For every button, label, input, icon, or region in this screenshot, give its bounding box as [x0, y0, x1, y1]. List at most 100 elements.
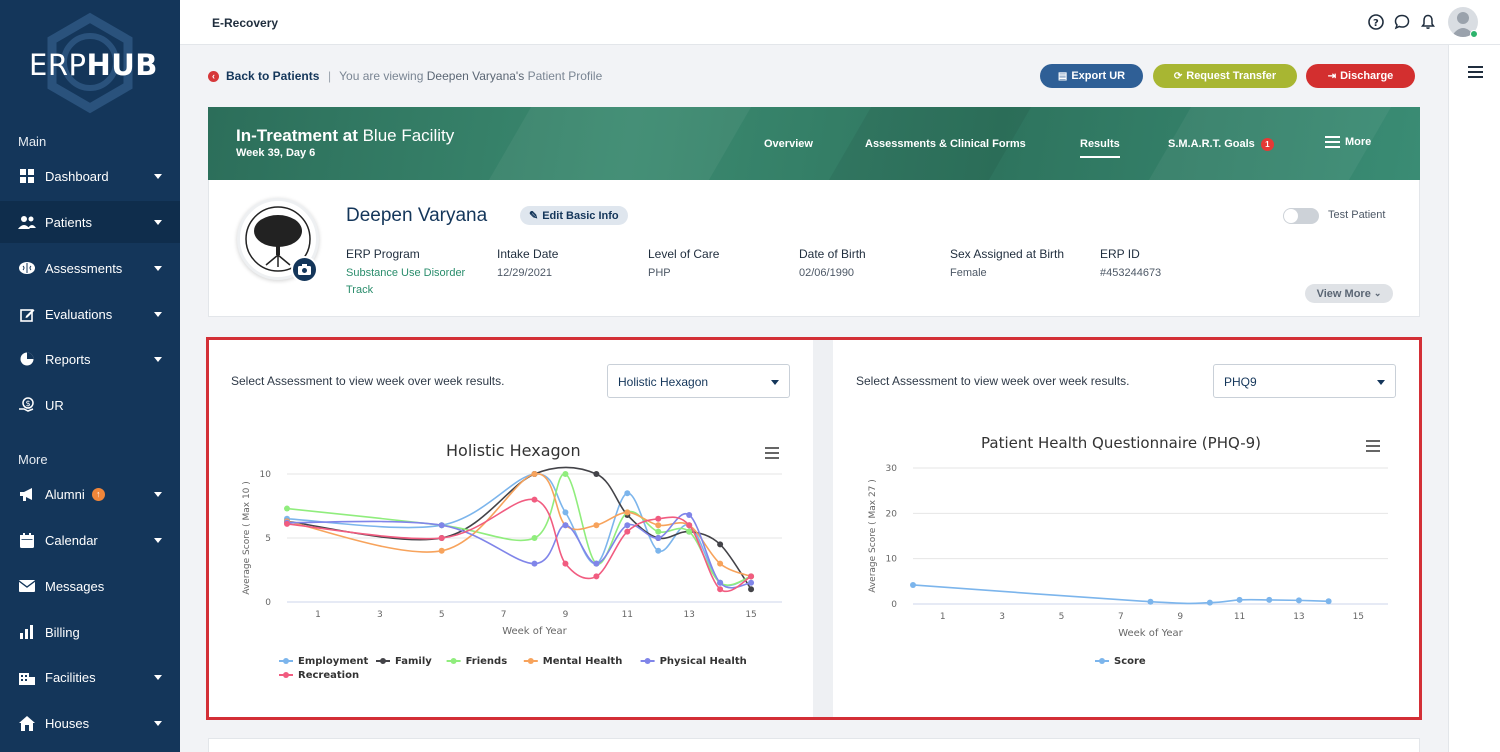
data-point-score: [1147, 598, 1154, 605]
sidebar-item-alumni[interactable]: Alumni ↑: [0, 473, 180, 515]
patient-profile-card: Deepen Varyana ✎ Edit Basic Info Test Pat…: [208, 180, 1420, 317]
y-tick-label: 0: [265, 598, 271, 608]
request-transfer-button[interactable]: ⟳ Request Transfer: [1153, 64, 1297, 88]
legend-label: Friends: [466, 656, 508, 667]
camera-icon[interactable]: [291, 256, 318, 283]
sidebar-item-ur[interactable]: $ UR: [0, 384, 180, 426]
chart-menu-icon[interactable]: [1366, 440, 1380, 455]
tab-smart-goals-label: S.M.A.R.T. Goals: [1168, 138, 1255, 150]
user-avatar[interactable]: [1448, 7, 1478, 37]
data-point-mental-health: [717, 560, 724, 567]
data-point-employment: [655, 547, 662, 554]
sidebar-item-dashboard[interactable]: Dashboard: [0, 155, 180, 197]
data-point-friends: [655, 528, 662, 535]
goals-count-badge: 1: [1260, 138, 1274, 151]
x-tick-label: 9: [563, 610, 569, 620]
menu-icon[interactable]: [1468, 66, 1483, 81]
edit-basic-info-label: Edit Basic Info: [542, 209, 619, 222]
top-bar: E-Recovery ?: [180, 0, 1500, 45]
data-point-employment: [562, 509, 569, 516]
data-point-score: [1295, 597, 1302, 604]
calendar-icon: [18, 532, 36, 548]
assessment-select-right[interactable]: PHQ9: [1213, 364, 1396, 398]
data-point-employment: [624, 490, 631, 497]
data-point-family: [717, 541, 724, 548]
sidebar-item-billing[interactable]: Billing: [0, 611, 180, 653]
edit-icon: ✎: [529, 210, 539, 222]
phq9-panel: Select Assessment to view week over week…: [833, 340, 1419, 717]
logo[interactable]: ERPHUB: [0, 0, 180, 120]
x-tick-label: 3: [999, 612, 1005, 622]
data-point-physical-health: [562, 522, 569, 529]
envelope-icon: [18, 578, 36, 594]
breadcrumb-suffix: Patient Profile: [527, 69, 603, 83]
nav-section-more: More: [18, 452, 48, 467]
data-point-score: [1266, 596, 1273, 603]
back-to-patients-link[interactable]: ‹ Back to Patients: [208, 69, 319, 83]
tab-assessments-clinical-forms[interactable]: Assessments & Clinical Forms: [865, 138, 1026, 150]
sidebar-item-evaluations[interactable]: Evaluations: [0, 293, 180, 335]
sidebar-item-calendar[interactable]: Calendar: [0, 519, 180, 561]
data-point-recreation: [686, 522, 693, 529]
x-axis-label: Week of Year: [1118, 628, 1183, 639]
menu-icon: [1325, 136, 1340, 148]
help-icon[interactable]: ?: [1367, 13, 1385, 31]
treatment-week: Week 39, Day 6: [236, 147, 316, 159]
test-patient-toggle[interactable]: [1283, 208, 1319, 224]
data-point-recreation: [593, 573, 600, 580]
data-point-recreation: [748, 573, 755, 580]
data-point-physical-health: [624, 522, 631, 529]
sidebar-item-label: Dashboard: [45, 168, 109, 184]
tree-of-life-icon: [245, 206, 311, 272]
data-point-recreation: [717, 586, 724, 593]
discharge-button[interactable]: ⇥ Discharge: [1306, 64, 1415, 88]
data-point-family: [748, 586, 755, 593]
chat-icon[interactable]: [1393, 13, 1411, 31]
chart-menu-icon[interactable]: [765, 447, 779, 462]
legend-swatch-marker: [450, 658, 457, 664]
sidebar-item-patients[interactable]: Patients: [0, 201, 180, 243]
chevron-down-icon: [154, 312, 162, 317]
data-point-physical-health: [655, 535, 662, 541]
data-point-friends: [531, 535, 538, 541]
data-point-physical-health: [686, 511, 693, 518]
chevron-down-icon: [154, 721, 162, 726]
edit-basic-info-button[interactable]: ✎ Edit Basic Info: [520, 206, 628, 225]
x-tick-label: 5: [1059, 612, 1065, 622]
test-patient-label: Test Patient: [1328, 209, 1386, 221]
tab-smart-goals[interactable]: S.M.A.R.T. Goals 1: [1168, 138, 1274, 151]
view-more-label: View More: [1316, 287, 1371, 300]
sidebar-item-reports[interactable]: Reports: [0, 338, 180, 380]
data-point-physical-health: [593, 560, 600, 567]
sidebar-item-messages[interactable]: Messages: [0, 565, 180, 607]
chevron-down-icon: [154, 538, 162, 543]
sidebar-item-assessments[interactable]: Assessments: [0, 247, 180, 289]
alert-badge-icon: ↑: [91, 487, 105, 501]
field-value-erp-program[interactable]: Substance Use Disorder Track: [346, 267, 466, 296]
data-point-score: [1236, 596, 1243, 603]
door-exit-icon: ⇥: [1327, 70, 1337, 82]
legend-item-employment: Employment: [279, 656, 369, 667]
view-more-button[interactable]: View More ⌄: [1305, 284, 1393, 303]
megaphone-icon: [18, 486, 36, 502]
back-link-label: Back to Patients: [226, 69, 320, 83]
sidebar-item-facilities[interactable]: Facilities: [0, 656, 180, 698]
data-point-score: [910, 581, 916, 588]
field-value-level-of-care: PHP: [648, 267, 671, 279]
data-point-recreation: [284, 520, 290, 527]
sync-icon: ⟳: [1173, 70, 1183, 82]
tab-more[interactable]: More: [1325, 136, 1371, 148]
sidebar-item-houses[interactable]: Houses: [0, 702, 180, 744]
export-ur-button[interactable]: ▤ Export UR: [1040, 64, 1143, 88]
file-export-icon: ▤: [1057, 70, 1068, 82]
assessment-select-right-value: PHQ9: [1224, 375, 1257, 389]
y-tick-label: 20: [886, 509, 898, 519]
x-tick-label: 9: [1177, 612, 1183, 622]
tab-results[interactable]: Results: [1080, 138, 1120, 158]
tab-overview[interactable]: Overview: [764, 138, 813, 150]
chevron-down-icon: [154, 266, 162, 271]
assessment-select-left[interactable]: Holistic Hexagon: [607, 364, 790, 398]
series-line-score: [912, 584, 1329, 605]
legend-item-family: Family: [376, 656, 432, 667]
bell-icon[interactable]: [1419, 13, 1437, 31]
